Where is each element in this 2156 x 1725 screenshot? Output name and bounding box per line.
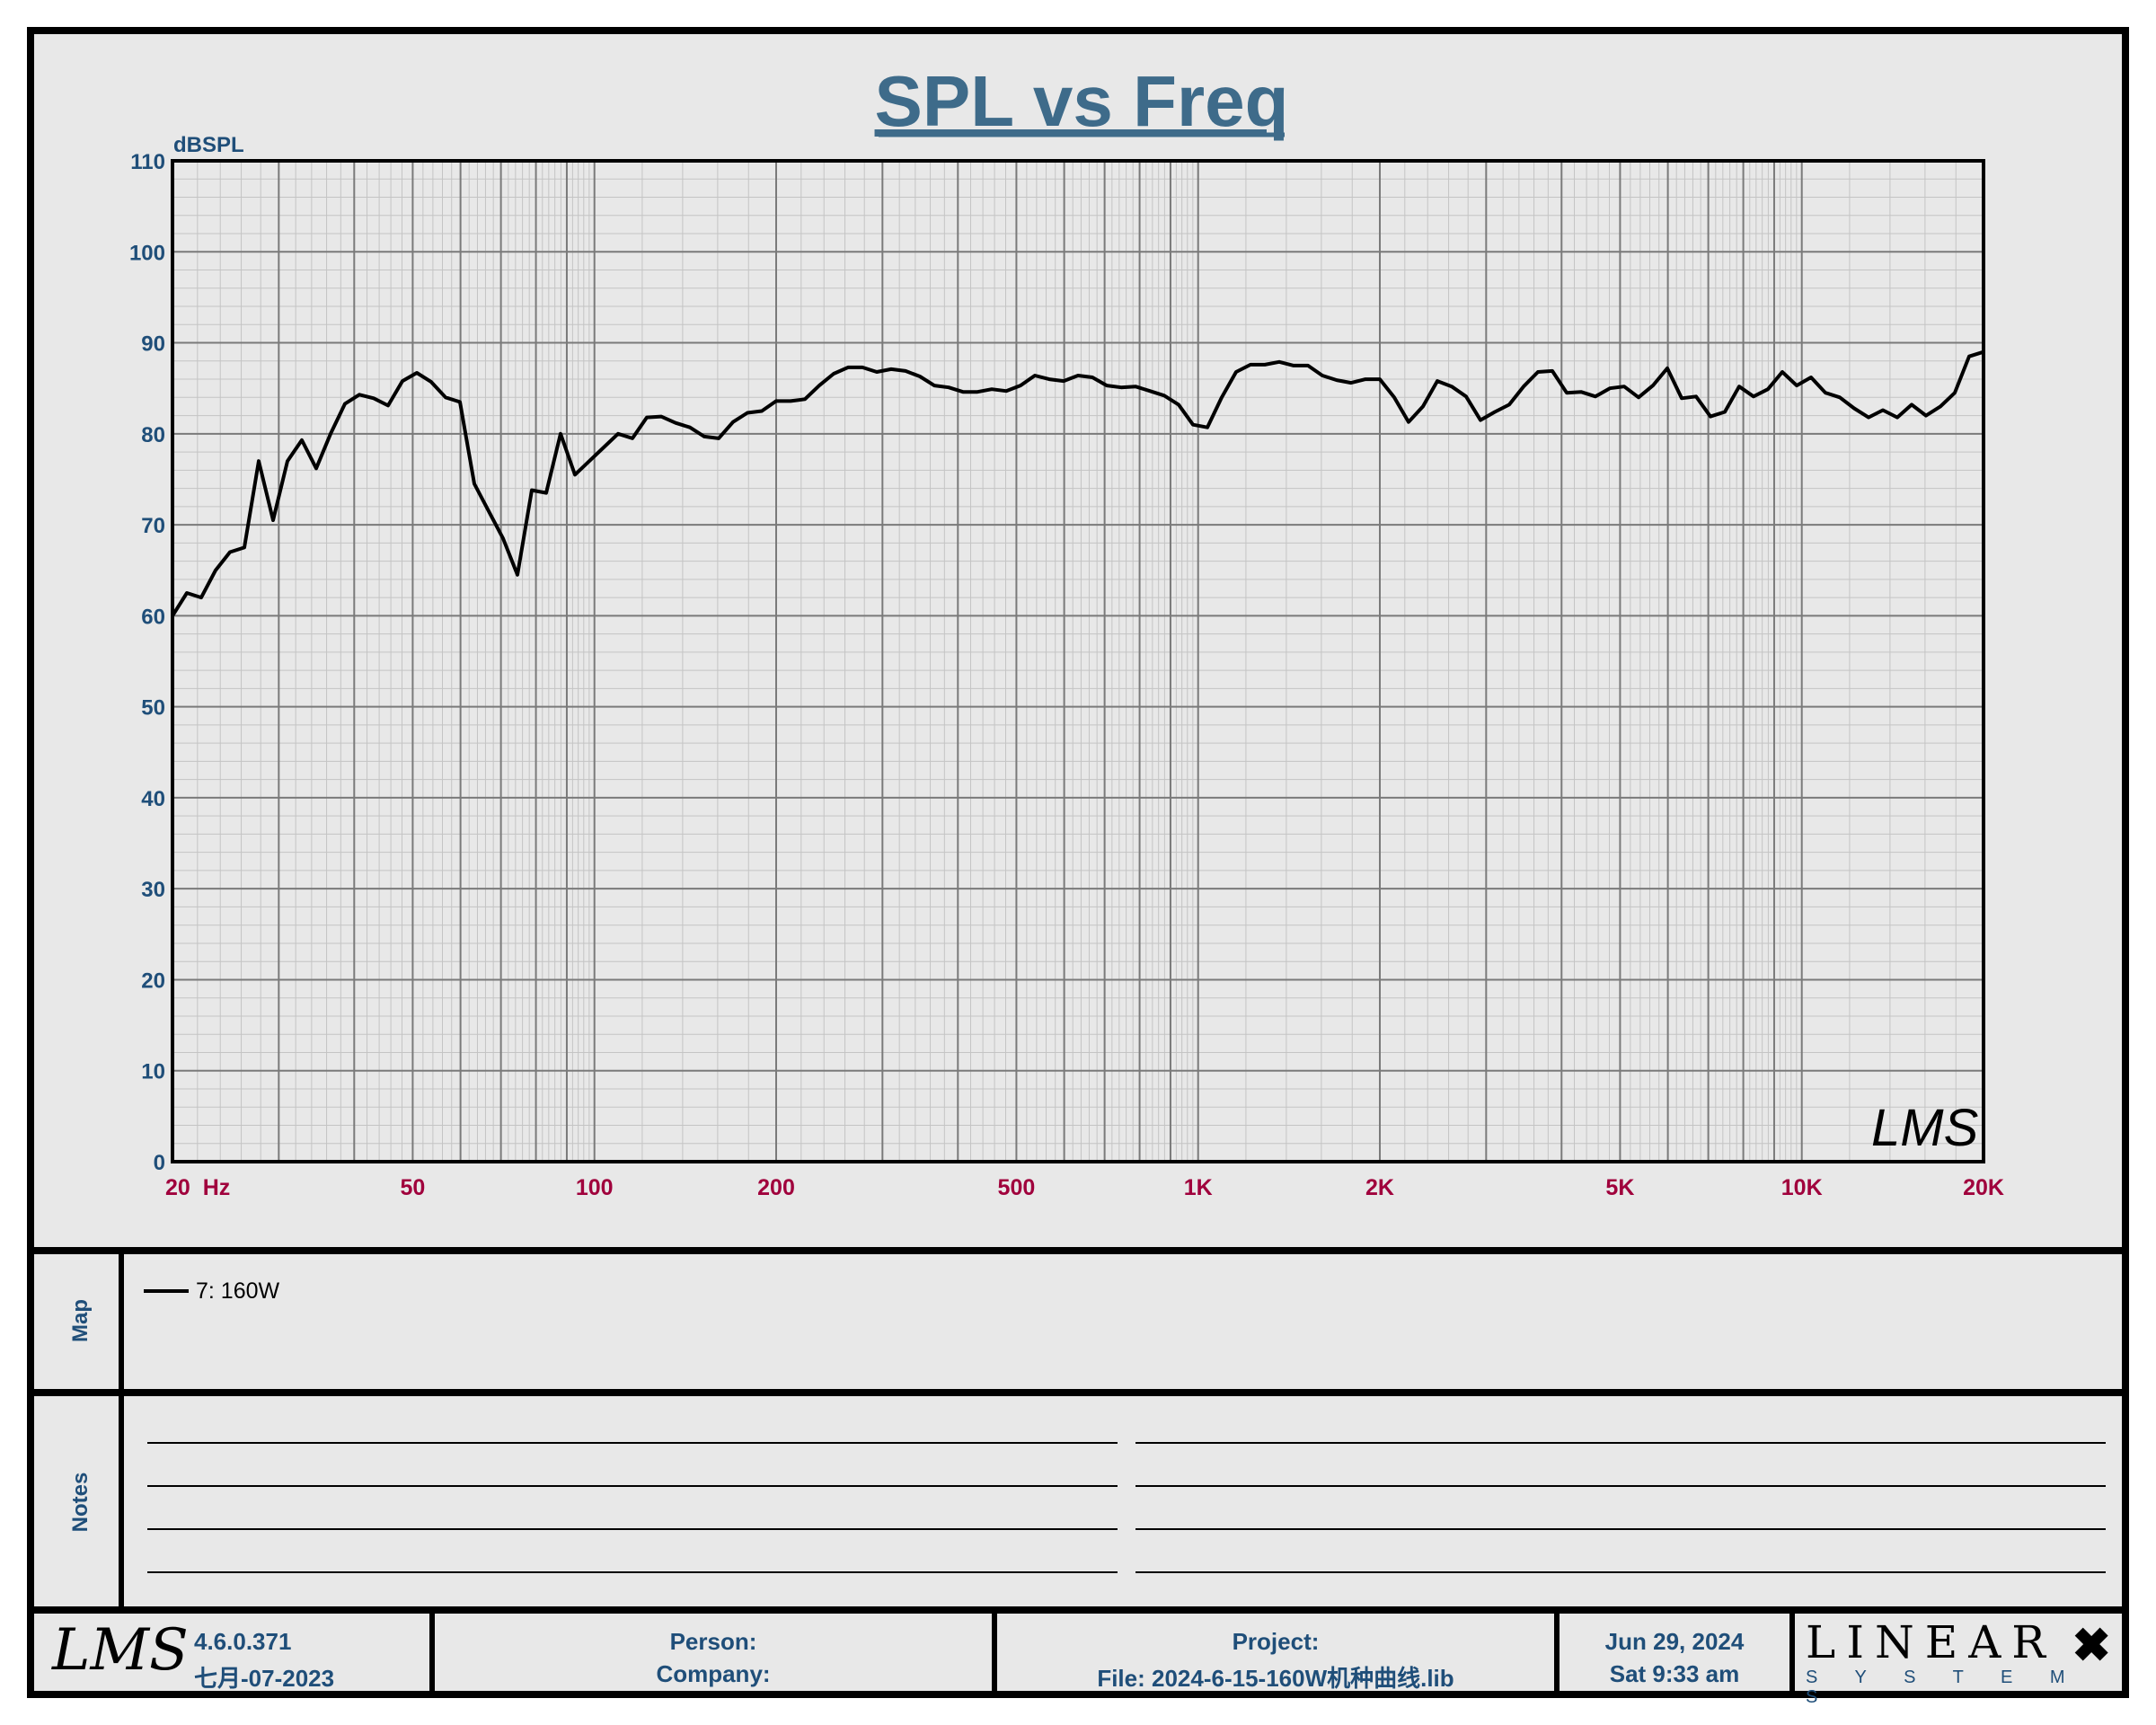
series-line-160w — [171, 349, 1984, 617]
report-frame: SPL vs Freq dBSPL 0 10 20 30 40 50 60 70 80 90 100… — [27, 27, 2129, 1707]
y-axis-label: dBSPL — [173, 133, 244, 157]
x-tick-label: 5K — [1605, 1175, 1634, 1200]
report-time: Sat 9:33 am — [1609, 1660, 1740, 1687]
footer-logo: LMS — [52, 1617, 189, 1684]
report-date: Jun 29, 2024 — [1604, 1628, 1745, 1655]
legend-line-swatch — [144, 1289, 189, 1293]
separator — [429, 1614, 435, 1698]
y-tick-label: 50 — [141, 696, 165, 721]
y-tick-label: 60 — [141, 605, 165, 629]
person-label: Person: — [669, 1628, 757, 1655]
x-tick-label: 50 — [401, 1175, 426, 1200]
x-tick-label: 500 — [998, 1175, 1036, 1200]
legend-entry: 7: 160W — [144, 1278, 279, 1305]
project-label: Project: — [1232, 1628, 1320, 1655]
plot-border — [171, 159, 1985, 1163]
x-tick-label: 10K — [1781, 1175, 1823, 1200]
y-tick-label: 40 — [141, 787, 165, 811]
x-tick-label: 200 — [757, 1175, 795, 1200]
grid-major — [172, 160, 1984, 1163]
legend-label: 7: 160W — [196, 1278, 280, 1304]
map-panel-label: Map — [68, 1299, 93, 1342]
x-tick-label: 20K — [1963, 1175, 2004, 1200]
linearx-wordmark: LINEAR — [1806, 1616, 2056, 1668]
separator — [34, 1247, 2122, 1254]
separator — [992, 1614, 997, 1698]
linearx-systems: S Y S T E M S — [1806, 1668, 2081, 1707]
build-date: 七月-07-2023 — [194, 1665, 335, 1692]
y-tick-label: 0 — [154, 1151, 165, 1175]
y-tick-label: 30 — [141, 878, 165, 902]
separator — [1554, 1614, 1560, 1698]
company-label: Company: — [656, 1660, 771, 1687]
x-tick-labels: 20 Hz 50 100 200 500 1K 2K 5K 10K 20K — [165, 1175, 2004, 1200]
linearx-logo: LINEAR ✖ S Y S T E M S — [1806, 1616, 2116, 1707]
y-tick-label: 20 — [141, 969, 165, 993]
y-tick-label: 100 — [129, 241, 165, 265]
chart-title: SPL vs Freq — [875, 61, 1289, 141]
notes-lines — [147, 1442, 2106, 1573]
lms-watermark: LMS — [1871, 1099, 1979, 1157]
file-label: File: 2024-6-15-160W机种曲线.lib — [1097, 1665, 1454, 1692]
y-tick-labels: 0 10 20 30 40 50 60 70 80 90 100 110 — [129, 150, 165, 1175]
y-tick-label: 80 — [141, 423, 165, 447]
x-tick-label: 1K — [1184, 1175, 1213, 1200]
y-tick-label: 90 — [141, 332, 165, 357]
separator — [34, 1606, 2122, 1614]
chart: SPL vs Freq dBSPL 0 10 20 30 40 50 60 70 80 90 100… — [129, 61, 2004, 1200]
grid-minor — [172, 161, 1984, 1162]
y-tick-label: 70 — [141, 514, 165, 538]
separator — [1789, 1614, 1795, 1698]
y-tick-label: 110 — [130, 150, 165, 174]
separator — [34, 1389, 2122, 1396]
linearx-x-mark: ✖ — [2072, 1620, 2111, 1672]
separator — [119, 1247, 124, 1606]
x-tick-label: 2K — [1365, 1175, 1394, 1200]
x-tick-label: 100 — [576, 1175, 614, 1200]
x-tick-label: 20 Hz — [165, 1175, 230, 1200]
y-tick-label: 10 — [141, 1060, 165, 1084]
software-version: 4.6.0.371 — [194, 1628, 292, 1655]
